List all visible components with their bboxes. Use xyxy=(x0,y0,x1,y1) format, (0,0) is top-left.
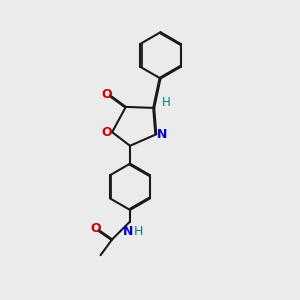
Text: O: O xyxy=(90,222,101,236)
Text: N: N xyxy=(123,225,134,238)
Text: H: H xyxy=(133,225,143,238)
Text: O: O xyxy=(102,88,112,101)
Text: N: N xyxy=(157,128,167,141)
Text: O: O xyxy=(102,126,112,139)
Text: H: H xyxy=(162,96,170,109)
